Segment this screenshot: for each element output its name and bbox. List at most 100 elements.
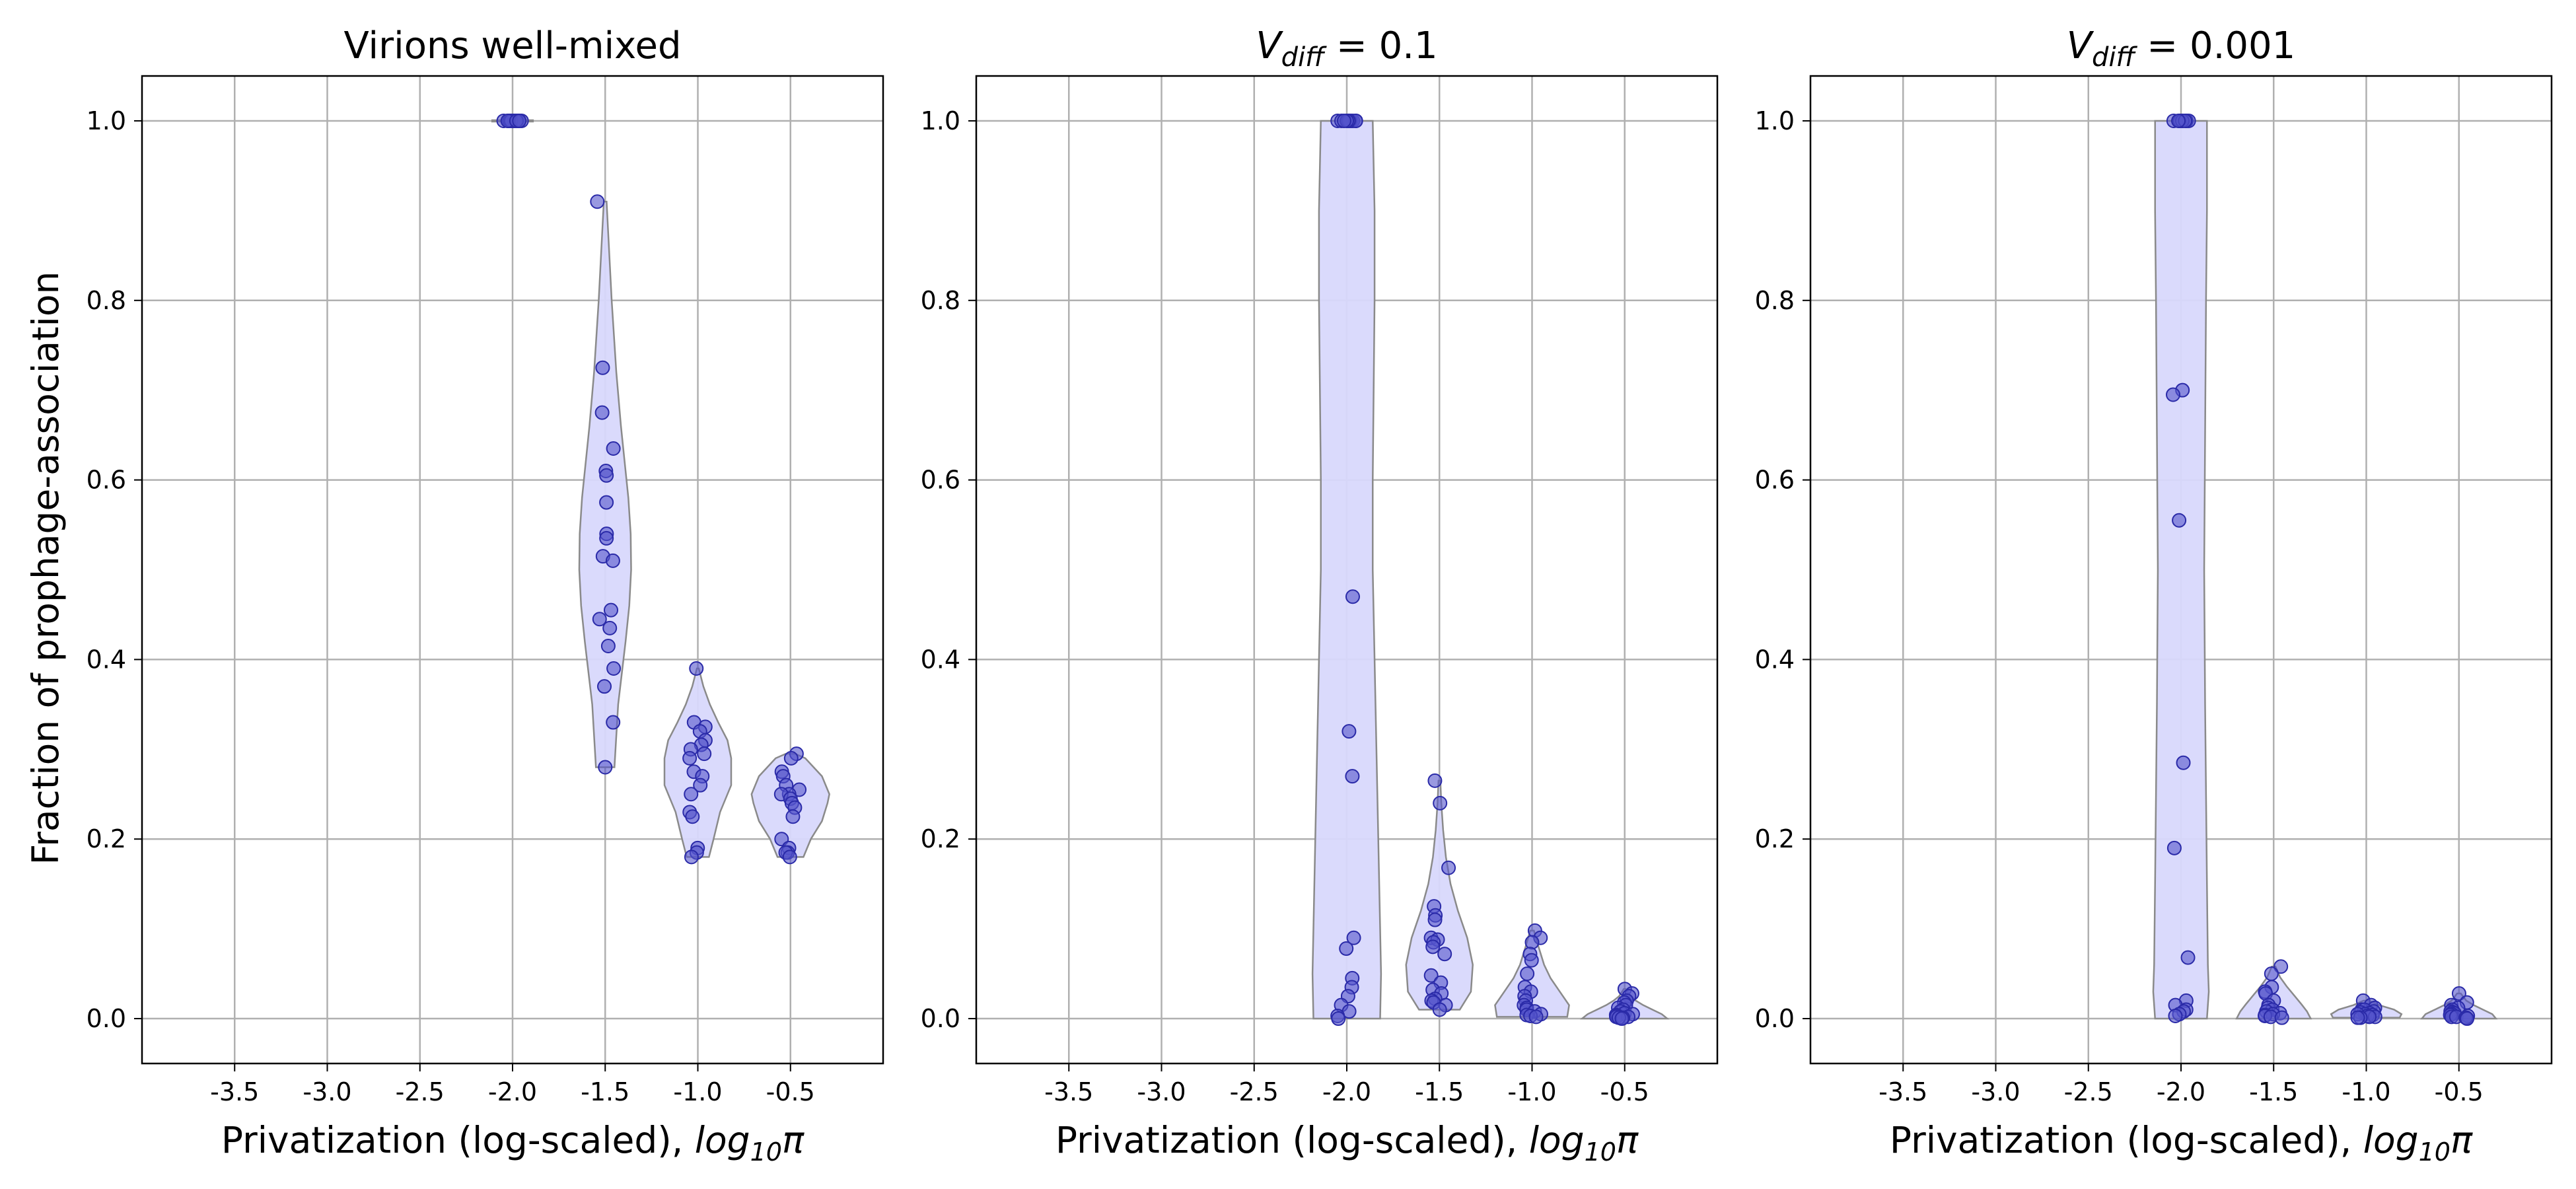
x-axis-label: Privatization (log-scaled), log10π bbox=[221, 1119, 805, 1167]
panel-title: Virions well-mixed bbox=[343, 24, 681, 67]
data-point bbox=[602, 620, 618, 635]
data-point bbox=[1425, 939, 1441, 955]
x-tick-label: -1.5 bbox=[2249, 1077, 2298, 1106]
violin-body bbox=[2152, 120, 2210, 1020]
data-point bbox=[590, 194, 605, 209]
y-tick-label: 0.4 bbox=[1755, 645, 1795, 674]
data-point bbox=[597, 679, 612, 694]
data-point bbox=[606, 441, 621, 456]
y-tick-label: 0.4 bbox=[87, 645, 126, 674]
data-point bbox=[1331, 1011, 1346, 1027]
x-tick-label: -1.0 bbox=[673, 1077, 722, 1106]
group--1 bbox=[1494, 923, 1570, 1025]
x-tick-label: -1.0 bbox=[1507, 1077, 1556, 1106]
group--1.5 bbox=[578, 194, 632, 775]
data-point bbox=[599, 468, 614, 483]
group--2 bbox=[2152, 113, 2210, 1023]
data-point bbox=[2350, 1010, 2365, 1025]
data-point bbox=[512, 113, 527, 128]
y-tick-label: 1.0 bbox=[921, 106, 960, 135]
data-point bbox=[1342, 724, 1357, 739]
x-tick-label: -1.5 bbox=[581, 1077, 629, 1106]
data-point bbox=[606, 715, 621, 730]
data-point bbox=[1524, 935, 1540, 950]
data-point bbox=[697, 746, 712, 762]
data-point bbox=[1524, 953, 1539, 968]
y-tick-label: 0.2 bbox=[87, 824, 126, 853]
data-point bbox=[2171, 113, 2186, 128]
y-tick-label: 0.6 bbox=[1755, 466, 1795, 495]
x-tick-label: -3.5 bbox=[1878, 1077, 1927, 1106]
data-point bbox=[2176, 755, 2191, 770]
x-axis-label: Privatization (log-scaled), log10π bbox=[1055, 1119, 1639, 1167]
axes-frame bbox=[141, 75, 884, 1065]
data-point bbox=[682, 750, 698, 766]
data-point bbox=[1339, 941, 1354, 956]
data-point bbox=[1336, 113, 1351, 128]
data-point bbox=[782, 849, 797, 865]
data-point bbox=[599, 495, 614, 510]
x-tick-label: -3.0 bbox=[1971, 1077, 2020, 1106]
data-point bbox=[598, 760, 613, 775]
y-tick-label: 0.8 bbox=[87, 286, 126, 315]
data-point bbox=[783, 750, 799, 766]
data-point bbox=[2180, 950, 2196, 965]
x-tick-label: -2.0 bbox=[1322, 1077, 1371, 1106]
panels: -3.5 -3.0 -2.5 -2.0 -1.5 -1.0 -0.5 0.0 0.2 0.4 0.6… bbox=[87, 24, 2553, 1167]
data-point bbox=[785, 809, 801, 824]
x-tick-label: -1.5 bbox=[1415, 1077, 1464, 1106]
x-tick-label: -3.5 bbox=[210, 1077, 259, 1106]
data-point bbox=[606, 661, 622, 676]
group--1 bbox=[2330, 993, 2403, 1025]
data-point bbox=[1346, 930, 1361, 945]
x-tick-label: -0.5 bbox=[2435, 1077, 2484, 1106]
data-point bbox=[2166, 387, 2181, 402]
data-point bbox=[1437, 947, 1452, 962]
data-point bbox=[1520, 966, 1535, 982]
panel-2: -3.5 -3.0 -2.5 -2.0 -1.5 -1.0 -0.5 0.0 0.2 0.4 0.6… bbox=[921, 24, 1719, 1167]
data-point bbox=[1345, 769, 1360, 784]
x-tick-label: -3.0 bbox=[1137, 1077, 1186, 1106]
panel-title: Vdiff = 0.001 bbox=[2067, 24, 2296, 73]
data-point bbox=[684, 787, 699, 802]
x-tick-label: -0.5 bbox=[766, 1077, 815, 1106]
data-point bbox=[604, 602, 619, 618]
axes-frame bbox=[1809, 75, 2553, 1065]
group--2 bbox=[1311, 113, 1382, 1027]
data-point bbox=[2172, 513, 2187, 528]
data-point bbox=[592, 612, 607, 627]
x-tick-label: -1.0 bbox=[2342, 1077, 2390, 1106]
group--1.5 bbox=[1405, 773, 1474, 1017]
group--1 bbox=[663, 661, 733, 865]
data-point bbox=[1441, 860, 1456, 875]
data-point bbox=[1432, 1002, 1447, 1017]
y-tick-label: 0.4 bbox=[921, 645, 960, 674]
data-point bbox=[599, 530, 614, 546]
y-tick-label: 0.0 bbox=[1755, 1004, 1795, 1033]
x-tick-label: -0.5 bbox=[1600, 1077, 1649, 1106]
panel-title: Vdiff = 0.1 bbox=[1256, 24, 1437, 73]
y-tick-label: 0.0 bbox=[921, 1004, 960, 1033]
group--0.5 bbox=[1579, 982, 1670, 1027]
y-tick-label: 0.6 bbox=[921, 466, 960, 495]
x-tick-label: -3.5 bbox=[1044, 1077, 1093, 1106]
x-tick-label: -2.5 bbox=[1230, 1077, 1279, 1106]
data-point bbox=[594, 405, 610, 420]
data-point bbox=[600, 639, 616, 654]
data-point bbox=[1423, 968, 1439, 983]
group--1.5 bbox=[2235, 959, 2312, 1025]
y-tick-label: 1.0 bbox=[1755, 106, 1795, 135]
axes-frame bbox=[975, 75, 1719, 1065]
y-tick-label: 0.8 bbox=[921, 286, 960, 315]
y-tick-label: 0.2 bbox=[921, 824, 960, 853]
data-point bbox=[689, 661, 704, 676]
panel-3: -3.5 -3.0 -2.5 -2.0 -1.5 -1.0 -0.5 0.0 0.2 0.4 0.6… bbox=[1755, 24, 2553, 1167]
data-point bbox=[684, 849, 699, 865]
grid bbox=[142, 76, 883, 1063]
data-point bbox=[685, 809, 700, 824]
x-tick-label: -2.5 bbox=[396, 1077, 445, 1106]
group--2 bbox=[491, 113, 534, 128]
y-axis-label: Fraction of prophage-association bbox=[24, 271, 67, 865]
x-tick-label: -2.5 bbox=[2064, 1077, 2113, 1106]
